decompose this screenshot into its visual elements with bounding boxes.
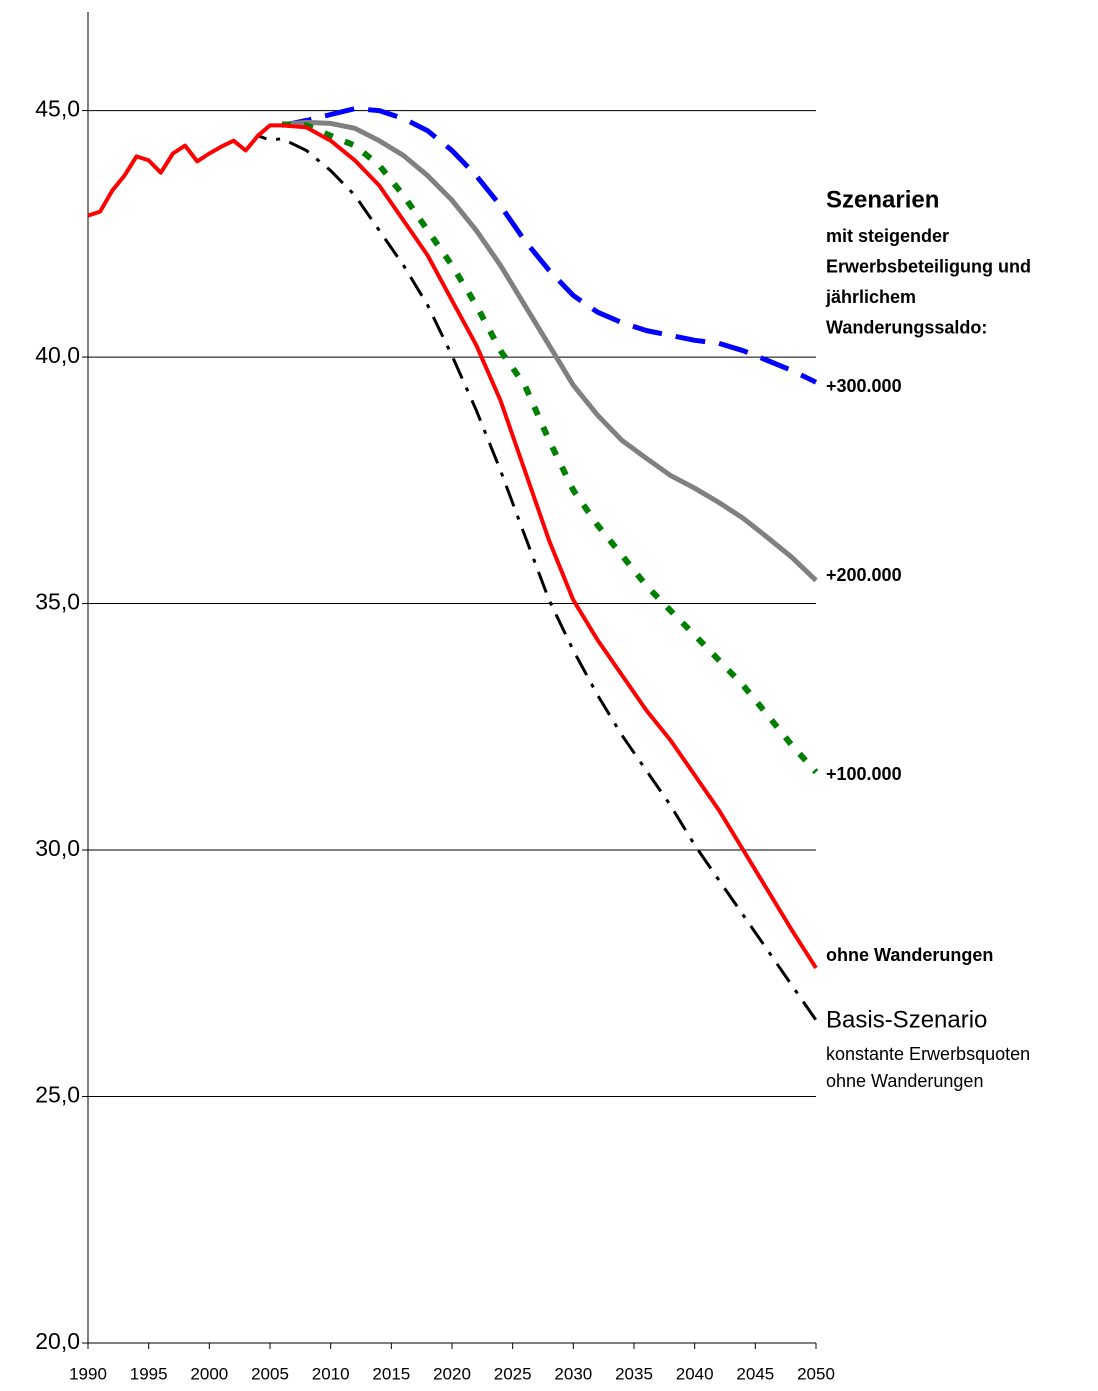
y-tick-label: 40,0 — [35, 342, 80, 368]
series-label: +100.000 — [826, 764, 902, 784]
series-label: +200.000 — [826, 565, 902, 585]
x-tick-label: 2005 — [251, 1364, 289, 1383]
line-series — [281, 106, 818, 385]
y-tick-label: 30,0 — [35, 835, 80, 861]
x-tick-label: 2035 — [615, 1364, 653, 1383]
line-series — [281, 119, 818, 583]
x-tick-label: 2050 — [797, 1364, 835, 1383]
x-tick-label: 1995 — [130, 1364, 168, 1383]
x-tick-label: 2030 — [554, 1364, 592, 1383]
x-tick-label: 2040 — [676, 1364, 714, 1383]
series-note: konstante Erwerbsquoten — [826, 1044, 1030, 1064]
y-tick-label: 35,0 — [35, 589, 80, 615]
annotation: Erwerbsbeteiligung und — [826, 256, 1031, 276]
x-tick-label: 2025 — [494, 1364, 532, 1383]
x-tick-label: 1990 — [69, 1364, 107, 1383]
line-series — [87, 134, 818, 1021]
x-tick-label: 2010 — [312, 1364, 350, 1383]
y-tick-label: 25,0 — [35, 1082, 80, 1108]
annotation: Wanderungssaldo: — [826, 317, 987, 337]
x-tick-label: 2020 — [433, 1364, 471, 1383]
series-label: ohne Wanderungen — [826, 945, 993, 965]
series-note: ohne Wanderungen — [826, 1071, 983, 1091]
y-tick-label: 20,0 — [35, 1328, 80, 1354]
series-label: Basis-Szenario — [826, 1006, 987, 1033]
annotation-title: Szenarien — [826, 186, 939, 213]
x-tick-label: 2015 — [372, 1364, 410, 1383]
x-tick-label: 2045 — [736, 1364, 774, 1383]
annotation: jährlichem — [825, 287, 916, 307]
line-series — [87, 123, 818, 969]
y-tick-label: 45,0 — [35, 96, 80, 122]
x-tick-label: 2000 — [190, 1364, 228, 1383]
series-label: +300.000 — [826, 376, 902, 396]
annotation: mit steigender — [826, 226, 949, 246]
line-series — [281, 121, 819, 775]
